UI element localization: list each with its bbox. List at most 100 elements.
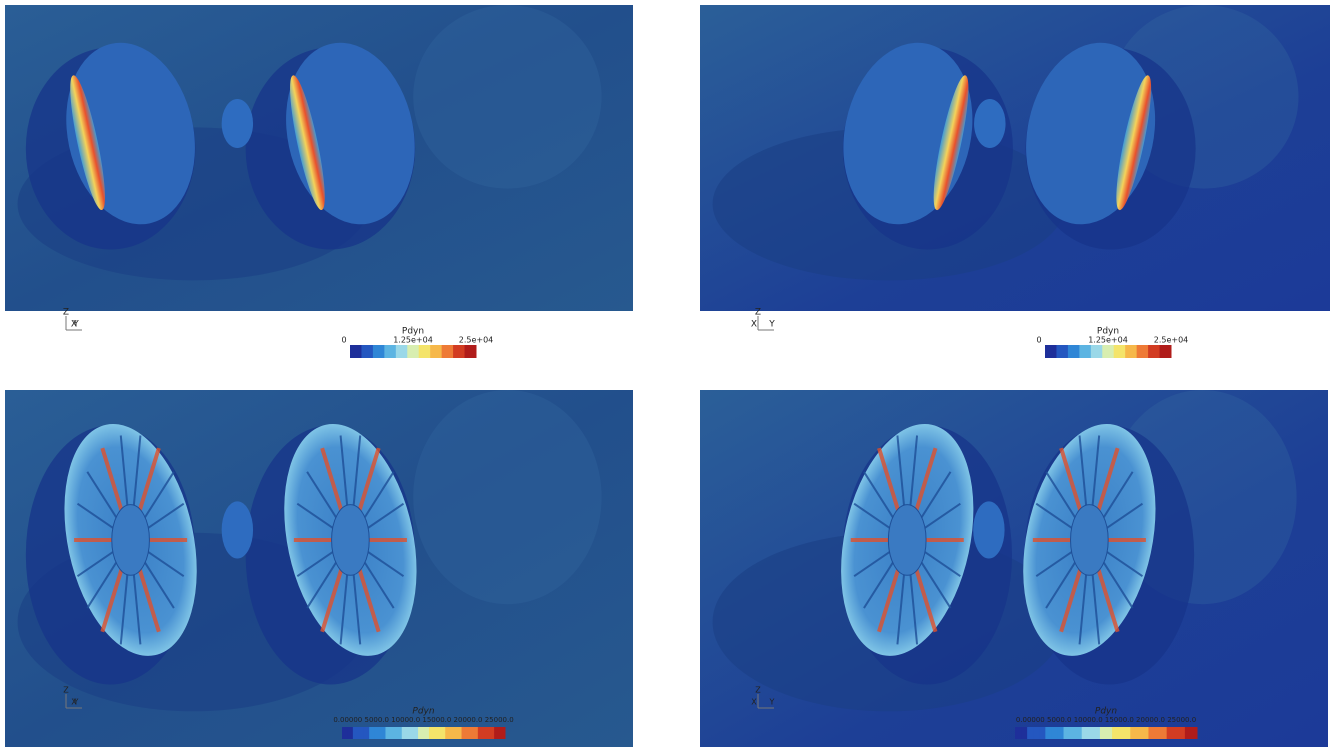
axis-label: Y bbox=[72, 320, 79, 330]
colorbar-swatch bbox=[1160, 345, 1172, 358]
colorbar-label: 2.5e+04 bbox=[459, 336, 494, 345]
colorbar-swatch bbox=[1148, 727, 1155, 739]
colorbar-swatch bbox=[353, 727, 359, 739]
colorbar-swatch bbox=[1112, 727, 1119, 739]
colorbar-swatch bbox=[1100, 727, 1107, 739]
rotor-hub bbox=[1071, 505, 1109, 576]
colorbar-swatch bbox=[1015, 727, 1022, 739]
axis-label: Z bbox=[755, 686, 761, 695]
colorbar-swatch bbox=[1033, 727, 1040, 739]
colorbar-swatch bbox=[396, 345, 408, 358]
colorbar-swatch bbox=[462, 727, 468, 739]
colorbar-label: 0 bbox=[1036, 336, 1041, 345]
colorbar-swatch bbox=[385, 727, 391, 739]
colorbar-swatch bbox=[347, 727, 353, 739]
colorbar-swatch bbox=[456, 727, 462, 739]
colorbar-label: 0 bbox=[341, 336, 346, 345]
colorbar-swatch bbox=[494, 727, 500, 739]
colorbar-swatch bbox=[350, 345, 362, 358]
center-body bbox=[222, 501, 253, 558]
colorbar-swatch bbox=[1161, 727, 1168, 739]
axis-label: Y bbox=[73, 698, 79, 707]
colorbar-swatch bbox=[1185, 727, 1192, 739]
rotor-hub bbox=[888, 505, 926, 576]
colorbar-swatch bbox=[1068, 345, 1080, 358]
colorbar-swatch bbox=[364, 727, 370, 739]
colorbar-label: 0.00000 5000.0 10000.0 15000.0 20000.0 2… bbox=[333, 716, 513, 724]
axis-label: Z bbox=[755, 308, 761, 318]
colorbar-label: 0.00000 5000.0 10000.0 15000.0 20000.0 2… bbox=[1016, 716, 1196, 724]
colorbar-swatch bbox=[1076, 727, 1083, 739]
colorbar-swatch bbox=[1064, 727, 1071, 739]
colorbar-swatch bbox=[391, 727, 397, 739]
colorbar-swatch bbox=[1118, 727, 1125, 739]
colorbar-swatch bbox=[1056, 345, 1068, 358]
colorbar-swatch bbox=[434, 727, 440, 739]
colorbar-swatch bbox=[1137, 345, 1149, 358]
colorbar-swatch bbox=[1130, 727, 1137, 739]
center-body bbox=[973, 501, 1004, 558]
colorbar-swatch bbox=[419, 345, 431, 358]
colorbar-swatch bbox=[440, 727, 446, 739]
colorbar-swatch bbox=[1094, 727, 1101, 739]
axis-label: Y bbox=[769, 698, 775, 707]
colorbar-swatch bbox=[1155, 727, 1162, 739]
flow-patch bbox=[413, 390, 601, 604]
colorbar-swatch bbox=[500, 727, 506, 739]
colorbar-swatch bbox=[1106, 727, 1113, 739]
colorbar-swatch bbox=[1088, 727, 1095, 739]
rotor-hub bbox=[112, 505, 150, 576]
colorbar-swatch bbox=[483, 727, 489, 739]
colorbar-swatch bbox=[1091, 345, 1103, 358]
center-body bbox=[222, 99, 253, 148]
colorbar-swatch bbox=[1124, 727, 1131, 739]
colorbar-swatch bbox=[472, 727, 478, 739]
colorbar-swatch bbox=[413, 727, 419, 739]
colorbar-swatch bbox=[442, 345, 454, 358]
colorbar-swatch bbox=[424, 727, 430, 739]
colorbar-swatch bbox=[467, 727, 473, 739]
colorbar-swatch bbox=[402, 727, 408, 739]
axis-label: Y bbox=[768, 320, 775, 330]
colorbar-label: 1.25e+04 bbox=[1088, 336, 1128, 345]
colorbar-swatch bbox=[1079, 345, 1091, 358]
colorbar-swatch bbox=[1167, 727, 1174, 739]
colorbar-swatch bbox=[407, 727, 413, 739]
colorbar-swatch bbox=[396, 727, 402, 739]
colorbar-swatch bbox=[418, 727, 424, 739]
screenshot: ZXYPdyn01.25e+042.5e+04ZXYPdyn01.25e+042… bbox=[0, 0, 1330, 747]
colorbar-swatch bbox=[478, 727, 484, 739]
axis-label: Z bbox=[63, 308, 69, 318]
colorbar-swatch bbox=[1142, 727, 1149, 739]
colorbar-swatch bbox=[1070, 727, 1077, 739]
colorbar-swatch bbox=[1057, 727, 1064, 739]
colorbar-swatch bbox=[369, 727, 375, 739]
colorbar-title: Pdyn bbox=[412, 707, 434, 717]
render-panel: ZXYPdyn0.00000 5000.0 10000.0 15000.0 20… bbox=[700, 390, 1328, 747]
colorbar-swatch bbox=[1051, 727, 1058, 739]
colorbar-swatch bbox=[1039, 727, 1046, 739]
colorbar-swatch bbox=[445, 727, 451, 739]
axis-label: X bbox=[751, 698, 757, 707]
colorbar-swatch bbox=[451, 727, 457, 739]
colorbar-swatch bbox=[1102, 345, 1114, 358]
axis-label: X bbox=[751, 320, 757, 330]
colorbar-swatch bbox=[1125, 345, 1137, 358]
center-body bbox=[974, 99, 1006, 148]
colorbar-label: 1.25e+04 bbox=[393, 336, 433, 345]
colorbar-swatch bbox=[1173, 727, 1180, 739]
colorbar-swatch bbox=[1045, 727, 1052, 739]
colorbar-swatch bbox=[375, 727, 381, 739]
colorbar-swatch bbox=[1045, 345, 1057, 358]
colorbar-swatch bbox=[361, 345, 373, 358]
colorbar-swatch bbox=[342, 727, 348, 739]
colorbar-swatch bbox=[1114, 345, 1126, 358]
colorbar-swatch bbox=[1136, 727, 1143, 739]
colorbar-swatch bbox=[1148, 345, 1160, 358]
colorbar-swatch bbox=[429, 727, 435, 739]
colorbar-label: 2.5e+04 bbox=[1154, 336, 1189, 345]
colorbar-swatch bbox=[373, 345, 385, 358]
